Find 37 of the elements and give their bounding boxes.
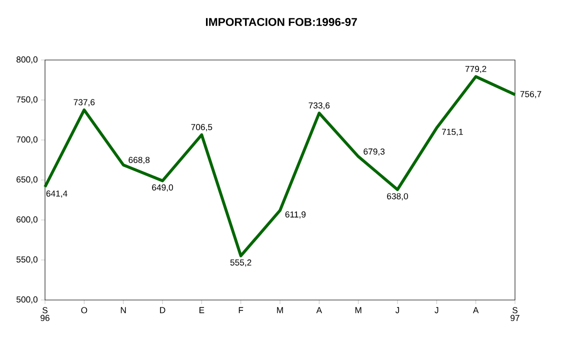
y-tick-label: 800,0 xyxy=(16,56,38,64)
x-tick-label: S xyxy=(42,307,48,314)
y-tick-label: 650,0 xyxy=(16,176,38,184)
data-label: 733,6 xyxy=(308,102,330,110)
data-label: 715,1 xyxy=(442,128,463,136)
x-tick-label: D xyxy=(160,307,166,314)
data-label: 706,5 xyxy=(191,124,212,132)
text: 96 xyxy=(40,314,50,322)
data-label: 641,4 xyxy=(46,190,68,198)
data-label: 638,0 xyxy=(387,193,408,200)
data-label: 649,0 xyxy=(152,184,173,192)
x-tick-label: O xyxy=(81,307,88,314)
y-tick-label: 550,0 xyxy=(16,256,38,264)
x-tick-label: F xyxy=(238,307,244,314)
data-label: 611,9 xyxy=(285,211,306,219)
x-tick-label: M xyxy=(277,307,283,314)
y-tick-label: 700,0 xyxy=(16,136,38,144)
x-tick-label: E xyxy=(199,307,204,314)
x-tick-label: M xyxy=(355,307,362,314)
chart-title: IMPORTACION FOB:1996-97 xyxy=(206,18,357,26)
x-tick-label: A xyxy=(316,307,322,314)
data-label: 679,3 xyxy=(364,148,385,156)
data-label: 737,6 xyxy=(74,99,95,106)
x-tick-label: N xyxy=(120,307,126,314)
data-label: 668,8 xyxy=(128,156,150,164)
x-tick-label: A xyxy=(472,307,479,314)
data-label: 779,2 xyxy=(465,66,486,74)
x-tick-label: S xyxy=(512,307,518,314)
y-tick-label: 600,0 xyxy=(16,216,38,224)
x-tick-label: J xyxy=(395,307,400,314)
text: 97 xyxy=(510,314,520,322)
line-series xyxy=(44,75,516,258)
y-tick-label: 750,0 xyxy=(16,96,38,104)
data-label: 555,2 xyxy=(230,259,252,267)
x-tick-label: J xyxy=(434,307,438,314)
y-tick-label: 500,0 xyxy=(16,296,38,304)
data-label: 756,7 xyxy=(520,91,542,98)
